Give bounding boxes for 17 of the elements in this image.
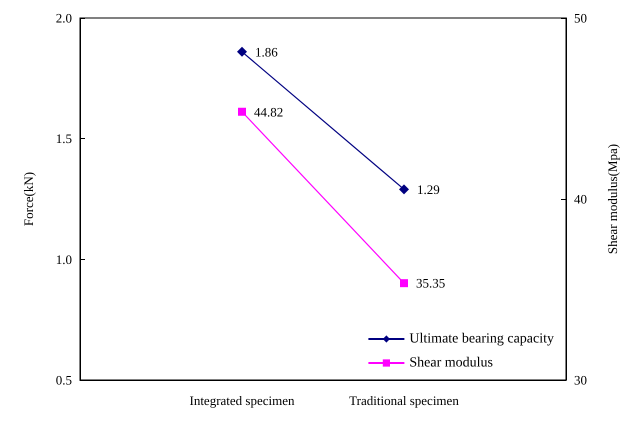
x-tick-label: Traditional specimen (349, 393, 460, 408)
y2-tick-label: 50 (574, 10, 587, 26)
data-label: 44.82 (254, 104, 284, 120)
legend-label: Ultimate bearing capacity (409, 332, 554, 346)
y-tick-label: 0.5 (56, 372, 72, 388)
x-tick-label: Integrated specimen (189, 393, 296, 408)
data-label: 35.35 (416, 276, 446, 291)
y-tick-label: 1.0 (56, 252, 72, 267)
y2-tick-label: 40 (574, 192, 587, 206)
y-tick-label: 1.5 (56, 131, 72, 146)
y2-tick-label: 30 (574, 372, 587, 388)
data-label: 1.86 (255, 44, 278, 60)
legend-label: Shear modulus (409, 356, 494, 370)
y-axis-title: Force(kN) (21, 172, 36, 226)
y2-axis-title: Shear modulus(Mpa) (605, 144, 620, 254)
data-label: 1.29 (417, 182, 440, 197)
y-tick-label: 2.0 (56, 10, 72, 26)
